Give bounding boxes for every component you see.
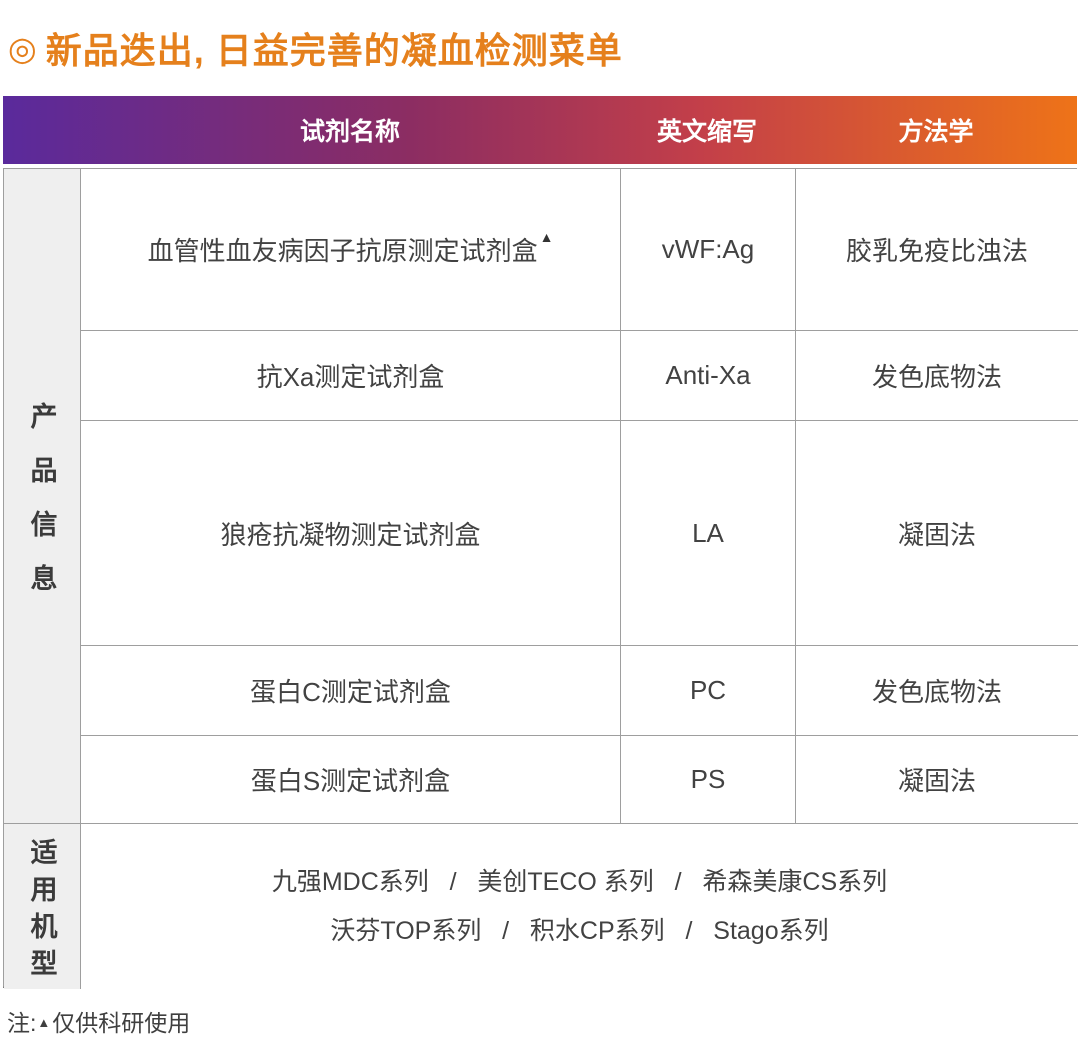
product-table: 产品信息 血管性血友病因子抗原测定试剂盒 ▲ vWF:Ag 胶乳免疫比浊法 抗Xa… [3,168,1078,989]
footnote: 注: ▲ 仅供科研使用 [7,1004,190,1038]
row-group-label-product-info: 产品信息 [4,169,81,824]
table-row-reagent-name: 蛋白S测定试剂盒 [81,736,621,824]
table-row-reagent-name: 抗Xa测定试剂盒 [81,331,621,421]
reagent-abbr: vWF:Ag [661,234,755,264]
triangle-icon: ▲ [37,1014,51,1030]
table-row-reagent-name: 蛋白C测定试剂盒 [81,646,621,736]
models-line-2: 沃芬TOP系列 / 积水CP系列 / Stago系列 [330,916,829,945]
research-use-mark: ▲ [539,228,554,245]
applicable-models-vertical-label: 适用机型 [26,837,57,986]
table-row-methodology: 发色底物法 [796,331,1078,421]
reagent-name: 血管性血友病因子抗原测定试剂盒 [147,236,538,266]
reagent-abbr: Anti-Xa [665,360,751,390]
models-line-1: 九强MDC系列 / 美创TECO 系列 / 希森美康CS系列 [271,867,888,896]
reagent-abbr: PC [689,675,727,705]
bullseye-icon: ◎ [8,29,37,67]
table-row-abbreviation: PC [621,646,796,736]
reagent-method: 发色底物法 [871,677,1002,707]
table-row-abbreviation: LA [621,421,796,646]
table-row-methodology: 胶乳免疫比浊法 [796,169,1078,331]
row-group-label-applicable-models: 适用机型 [4,824,81,989]
page-title-text: 新品迭出, 日益完善的凝血检测菜单 [45,30,623,71]
reagent-abbr: PS [690,764,726,794]
table-row-methodology: 凝固法 [796,736,1078,824]
footnote-prefix: 注: [7,1010,37,1036]
page-title: ◎ 新品迭出, 日益完善的凝血检测菜单 [8,22,623,74]
reagent-name: 蛋白S测定试剂盒 [250,766,451,796]
table-row-reagent-name: 血管性血友病因子抗原测定试剂盒 ▲ [81,169,621,331]
table-row-methodology: 凝固法 [796,421,1078,646]
column-header-abbreviation: 英文缩写 [656,118,758,146]
reagent-method: 凝固法 [897,519,976,550]
table-row-abbreviation: PS [621,736,796,824]
column-header-reagent: 试剂名称 [299,118,401,146]
table-header-bar: 试剂名称 英文缩写 方法学 [3,96,1077,164]
reagent-name: 抗Xa测定试剂盒 [256,362,445,392]
table-row-methodology: 发色底物法 [796,646,1078,736]
reagent-method: 凝固法 [897,766,976,796]
table-row-abbreviation: vWF:Ag [621,169,796,331]
reagent-name: 狼疮抗凝物测定试剂盒 [220,519,481,550]
footnote-text: 仅供科研使用 [52,1010,191,1036]
reagent-name: 蛋白C测定试剂盒 [250,677,451,707]
applicable-models-cell: 九强MDC系列 / 美创TECO 系列 / 希森美康CS系列 沃芬TOP系列 /… [81,824,1078,989]
reagent-abbr: LA [692,517,724,548]
table-row-abbreviation: Anti-Xa [621,331,796,421]
reagent-method: 胶乳免疫比浊法 [845,236,1028,266]
product-info-vertical-label: 产品信息 [26,401,57,618]
reagent-method: 发色底物法 [871,362,1002,392]
table-row-reagent-name: 狼疮抗凝物测定试剂盒 [81,421,621,646]
column-header-methodology: 方法学 [898,118,974,146]
